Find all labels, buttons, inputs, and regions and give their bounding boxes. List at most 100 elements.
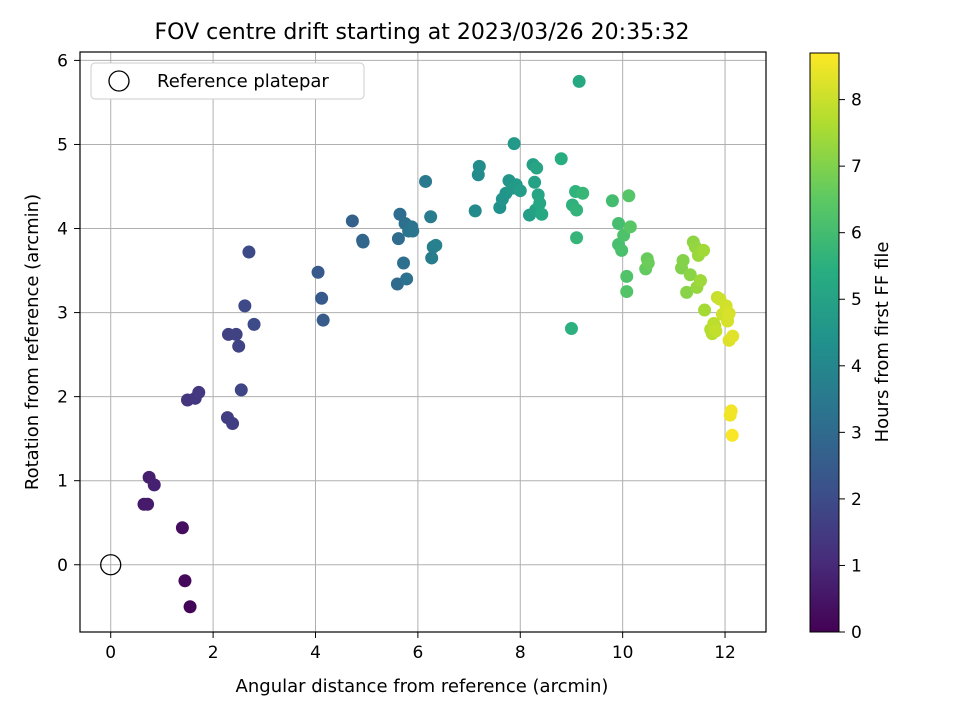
data-point — [242, 245, 256, 259]
x-tick-label: 0 — [105, 643, 116, 663]
data-point — [472, 159, 486, 173]
data-point — [429, 238, 443, 252]
x-tick-label: 8 — [515, 643, 526, 663]
colorbar-tick-label: 8 — [851, 91, 862, 111]
data-point — [513, 184, 527, 198]
data-point — [693, 274, 707, 288]
data-point — [229, 327, 243, 341]
chart-title: FOV centre drift starting at 2023/03/26 … — [155, 20, 690, 45]
legend-box — [90, 62, 365, 100]
data-point — [315, 291, 329, 305]
data-point — [697, 243, 711, 257]
data-point — [528, 175, 542, 189]
legend-entry: Reference platepar — [157, 71, 329, 92]
data-point — [570, 231, 584, 245]
data-point — [468, 204, 482, 218]
y-tick-label: 0 — [57, 556, 68, 576]
data-point — [564, 322, 578, 336]
reference-platepar-marker — [100, 554, 122, 576]
data-point — [641, 256, 655, 270]
data-point — [192, 385, 206, 399]
data-point — [232, 339, 246, 353]
y-tick-label: 3 — [57, 304, 68, 324]
data-point — [238, 299, 252, 313]
grid — [80, 52, 766, 632]
data-point — [620, 269, 634, 283]
data-point — [724, 404, 738, 418]
data-point — [507, 137, 521, 151]
x-axis-label: Angular distance from reference (arcmin) — [236, 676, 609, 697]
data-point — [722, 306, 736, 320]
data-point — [400, 272, 414, 286]
data-point — [554, 152, 568, 166]
x-axis-ticks: 0 2 4 6 8 10 12 — [105, 632, 736, 663]
data-point — [533, 196, 547, 210]
y-tick-label: 5 — [57, 135, 68, 155]
colorbar: 0 1 2 3 4 5 6 7 8 Hours from first FF file — [809, 52, 893, 643]
data-point — [147, 478, 161, 492]
data-point — [676, 253, 690, 267]
data-point — [605, 194, 619, 208]
data-point — [316, 313, 330, 327]
colorbar-tick-label: 2 — [851, 490, 862, 510]
colorbar-tick-label: 4 — [851, 357, 862, 377]
colorbar-tick-label: 1 — [851, 556, 862, 576]
y-axis-ticks: 0 1 2 3 4 5 6 — [57, 51, 80, 576]
data-point — [620, 285, 634, 299]
data-point — [311, 265, 325, 279]
legend-reference-marker — [108, 70, 130, 92]
data-point — [234, 383, 248, 397]
data-point — [680, 285, 694, 299]
colorbar-ticks: 0 1 2 3 4 5 6 7 8 — [839, 91, 862, 643]
y-tick-label: 6 — [57, 51, 68, 71]
y-tick-label: 4 — [57, 220, 68, 240]
colorbar-tick-label: 3 — [851, 423, 862, 443]
data-point — [406, 224, 420, 238]
data-point — [391, 232, 405, 246]
data-point — [570, 203, 584, 217]
x-tick-label: 12 — [714, 643, 736, 663]
legend: Reference platepar — [90, 62, 365, 100]
data-point — [698, 303, 712, 317]
data-point — [247, 317, 261, 331]
data-point — [576, 186, 590, 200]
data-point — [226, 417, 240, 431]
data-point — [530, 161, 544, 175]
colorbar-tick-label: 6 — [851, 224, 862, 244]
data-point — [572, 74, 586, 88]
data-point — [683, 268, 697, 282]
data-point — [175, 521, 189, 535]
x-tick-label: 2 — [208, 643, 219, 663]
data-point — [615, 243, 629, 257]
data-point — [178, 574, 192, 588]
x-tick-label: 6 — [412, 643, 423, 663]
data-point — [725, 428, 739, 442]
colorbar-tick-label: 0 — [851, 623, 862, 643]
colorbar-gradient — [809, 52, 840, 633]
y-axis-label: Rotation from reference (arcmin) — [22, 194, 43, 490]
data-point — [424, 210, 438, 224]
data-point — [345, 214, 359, 228]
x-tick-label: 4 — [310, 643, 321, 663]
data-point — [356, 235, 370, 249]
data-point — [425, 251, 439, 265]
data-point — [622, 189, 636, 203]
colorbar-label: Hours from first FF file — [872, 242, 893, 443]
scatter-points — [100, 74, 740, 614]
x-tick-label: 10 — [612, 643, 634, 663]
data-point — [419, 174, 433, 188]
colorbar-tick-label: 7 — [851, 157, 862, 177]
colorbar-tick-label: 5 — [851, 290, 862, 310]
plot-frame — [79, 51, 767, 633]
y-tick-label: 2 — [57, 388, 68, 408]
data-point — [535, 207, 549, 221]
data-point — [183, 600, 197, 614]
y-tick-label: 1 — [57, 472, 68, 492]
data-point — [141, 497, 155, 511]
data-point — [709, 324, 723, 338]
data-point — [623, 220, 637, 234]
data-point — [726, 329, 740, 343]
data-point — [397, 256, 411, 270]
data-point — [612, 216, 626, 230]
